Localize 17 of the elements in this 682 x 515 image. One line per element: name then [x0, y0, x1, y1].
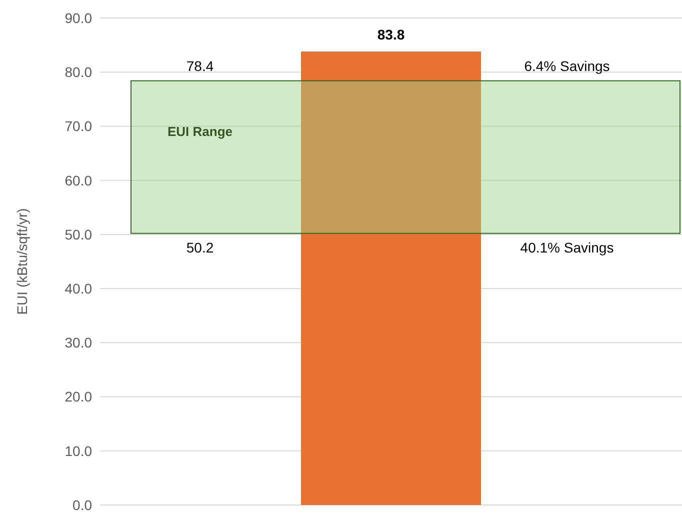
y-tick-label: 0.0: [72, 496, 92, 513]
data-label: 83.8: [377, 26, 405, 43]
y-tick-label: 30.0: [64, 334, 92, 351]
y-tick-label: 20.0: [64, 388, 92, 405]
y-tick-label: 70.0: [64, 118, 92, 134]
y-tick-label: 10.0: [64, 442, 92, 459]
annotation: 50.2: [186, 239, 214, 256]
annotation: 40.1% Savings: [520, 239, 614, 256]
y-tick-label: 60.0: [64, 172, 92, 188]
y-tick-label: 90.0: [64, 10, 92, 26]
annotation: 78.4: [186, 58, 214, 74]
band-label: EUI Range: [167, 124, 233, 140]
y-tick-label: 50.0: [64, 226, 92, 242]
y-tick-label: 40.0: [64, 280, 92, 297]
y-tick-label: 80.0: [64, 64, 92, 80]
y-axis-title: EUI (kBtu/sqft/yr): [14, 208, 30, 315]
annotation: 6.4% Savings: [524, 58, 610, 74]
